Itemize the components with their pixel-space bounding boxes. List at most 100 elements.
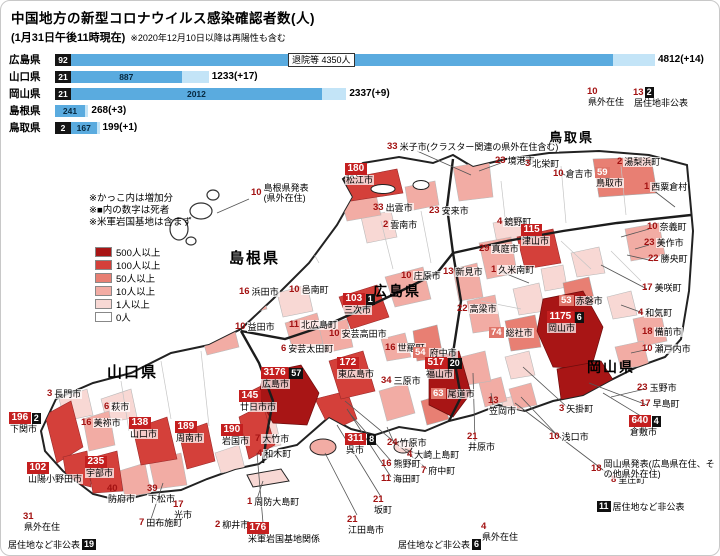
map-label: 176 米軍岩国基地関係	[247, 522, 322, 544]
prefecture-name: 山口県	[9, 71, 41, 83]
map-label: 16 熊野町	[381, 458, 422, 469]
bar-track: 21 887	[55, 70, 209, 83]
legend-row: 1人以上	[95, 297, 160, 311]
footnote: ※かっこ内は増加分	[89, 193, 173, 204]
total-count: 2337(+9)	[349, 88, 390, 99]
prefecture-label: 島根県	[229, 250, 281, 267]
map-label: 17 美咲町	[642, 282, 683, 293]
color-legend: 500人以上 100人以上 50人以上 10人以上 1人以上 0人	[95, 245, 161, 324]
map-label: 180 松江市	[345, 163, 375, 185]
map-label: 4 鏡野町	[497, 216, 533, 227]
as-of-line: (1月31日午後11時現在) ※2020年12月10日以降は再陽性も含む	[11, 29, 315, 45]
map-label: 53 赤磐市	[559, 295, 604, 306]
map-label: 居住地など非公表 19	[7, 539, 97, 550]
map-label: 63 尾道市	[431, 388, 476, 399]
map-label: 23 美作市	[644, 237, 685, 248]
total-count: 4812(+14)	[657, 54, 704, 65]
map-label: 24 竹原市	[387, 437, 428, 448]
map-label: 21 井原市	[467, 431, 497, 452]
map-label: 17 早島町	[640, 398, 681, 409]
bar-row: 岡山県 21 2012 2337(+9)	[9, 85, 717, 102]
legend-label: 100人以上	[116, 260, 161, 272]
prefecture-label: 鳥取県	[549, 130, 595, 145]
bar-row: 鳥取県 2 167 199(+1)	[9, 119, 717, 136]
map-label: 1 周防大島町	[247, 496, 301, 507]
map-label: 235 宇部市	[85, 456, 115, 478]
map-label: 11 北広島町	[289, 319, 339, 330]
map-label: 31 県外在住	[23, 511, 62, 532]
map-label: 10 島根県発表(県外在住)	[251, 183, 317, 203]
legend-row: 50人以上	[95, 271, 160, 285]
legend-label: 50人以上	[116, 273, 156, 285]
legend-label: 1人以上	[116, 299, 150, 311]
map-label: 21 坂町	[373, 494, 394, 515]
footnotes: ※かっこ内は増加分 ※■内の数字は死者 ※米軍岩国基地は含まず	[89, 193, 192, 229]
header: 中国地方の新型コロナウイルス感染確認者数(人) (1月31日午後11時現在) ※2…	[11, 7, 315, 45]
map-label: 10 奈義町	[647, 221, 688, 232]
map-label: 23 安来市	[429, 205, 470, 216]
map-label: 16 美祢市	[81, 417, 122, 428]
map-label: 11 海田町	[381, 473, 422, 484]
legend-swatch	[95, 272, 112, 283]
legend-label: 500人以上	[116, 247, 161, 259]
legend-row: 10人以上	[95, 284, 160, 298]
map-label: 2 柳井市	[215, 519, 251, 530]
map-label: 1 久米南町	[491, 264, 536, 275]
active-segment	[181, 70, 209, 83]
map-label: 23 境港市	[495, 155, 536, 166]
footnote: ※■内の数字は死者	[89, 205, 170, 216]
legend-row: 0人	[95, 310, 160, 324]
map-label: 29 真庭市	[479, 243, 520, 254]
discharged-segment: 241	[55, 104, 86, 117]
map-label: 4 大崎上島町	[407, 449, 461, 460]
total-count: 268(+3)	[91, 105, 127, 116]
prefecture-name: 岡山県	[9, 88, 41, 100]
map-label: 34 三原市	[381, 375, 422, 386]
active-segment	[321, 87, 347, 100]
bar-track: 241	[55, 104, 89, 117]
map-label: 311 8 呉市	[345, 433, 377, 455]
map-label: 6 萩市	[104, 401, 131, 412]
map-label: 23 玉野市	[637, 382, 678, 393]
map-label: 2 湯梨浜町	[617, 156, 662, 167]
map-label: 21 江田島市	[347, 514, 386, 535]
total-count: 1233(+17)	[211, 71, 258, 82]
legend-label: 0人	[116, 312, 131, 324]
map-label: 10 庄原市	[401, 270, 442, 281]
as-of-date: (1月31日午後11時現在)	[11, 32, 126, 44]
legend-swatch	[95, 246, 112, 257]
prefecture-bars: 広島県 92 退院等 4350人 4812(+14) 山口県 21 887 1233(+17)…	[9, 51, 717, 136]
deaths-segment: 21	[55, 70, 71, 83]
map-label: 190 岩国市	[221, 424, 251, 446]
discharged-segment: 2012	[71, 87, 322, 100]
prefecture-name: 鳥取県	[9, 122, 41, 134]
legend-swatch	[95, 311, 112, 322]
map-label: 4 県外在住	[481, 521, 520, 542]
lakes	[370, 180, 430, 194]
map-label: 74 総社市	[489, 327, 534, 338]
active-segment	[85, 104, 89, 117]
map-label: 18 岡山県発表(広島県在住、その他県外在住)	[591, 459, 717, 479]
discharged-segment: 167	[71, 121, 97, 134]
map-label: 22 高梁市	[457, 303, 498, 314]
map-label: 22 勝央町	[648, 253, 689, 264]
map-label: 517 20 福山市	[425, 357, 462, 379]
legend-row: 100人以上	[95, 258, 161, 272]
map-label: 103 1 三次市	[343, 293, 375, 315]
islands	[169, 189, 413, 488]
map-label: 10 邑南町	[289, 284, 330, 295]
legend-label: 10人以上	[116, 286, 156, 298]
map-label: 3 矢掛町	[559, 403, 595, 414]
map-label: 172 東広島市	[337, 357, 376, 379]
discharged-segment: 887	[71, 70, 182, 83]
map-label: 4 和気町	[638, 307, 674, 318]
map-label: 54 府中市	[413, 347, 458, 358]
deaths-segment: 92	[55, 53, 71, 66]
map-label: 640 4 倉敷市	[629, 415, 661, 437]
page-title: 中国地方の新型コロナウイルス感染確認者数(人)	[11, 11, 315, 26]
bar-row: 広島県 92 退院等 4350人 4812(+14)	[9, 51, 717, 68]
map-label: 1175 6 岡山市	[547, 311, 584, 333]
map-label: 10 瀬戸内市	[642, 343, 692, 354]
footnote: ※米軍岩国基地は含まず	[89, 217, 192, 228]
map-label: 39 下松市	[147, 483, 177, 504]
